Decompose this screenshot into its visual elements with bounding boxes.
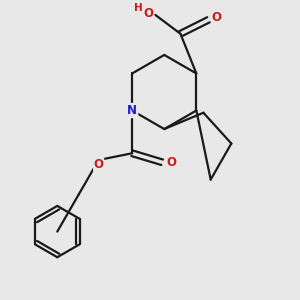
Text: O: O (143, 7, 154, 20)
Text: N: N (127, 104, 137, 117)
Text: O: O (212, 11, 221, 24)
Text: O: O (166, 156, 176, 169)
Text: O: O (94, 158, 103, 171)
Text: H: H (134, 3, 143, 13)
